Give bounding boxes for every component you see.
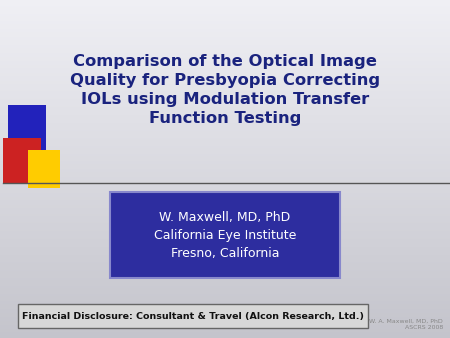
FancyBboxPatch shape: [3, 138, 41, 183]
FancyBboxPatch shape: [110, 192, 340, 278]
Text: Comparison of the Optical Image
Quality for Presbyopia Correcting
IOLs using Mod: Comparison of the Optical Image Quality …: [70, 54, 380, 126]
Text: W. Maxwell, MD, PhD
California Eye Institute
Fresno, California: W. Maxwell, MD, PhD California Eye Insti…: [154, 211, 296, 260]
FancyBboxPatch shape: [8, 105, 46, 155]
FancyBboxPatch shape: [28, 150, 60, 188]
Text: Financial Disclosure: Consultant & Travel (Alcon Research, Ltd.): Financial Disclosure: Consultant & Trave…: [22, 312, 364, 320]
FancyBboxPatch shape: [18, 304, 368, 328]
Text: W. A. Maxwell, MD, PhD
ASCRS 2008: W. A. Maxwell, MD, PhD ASCRS 2008: [369, 319, 443, 330]
